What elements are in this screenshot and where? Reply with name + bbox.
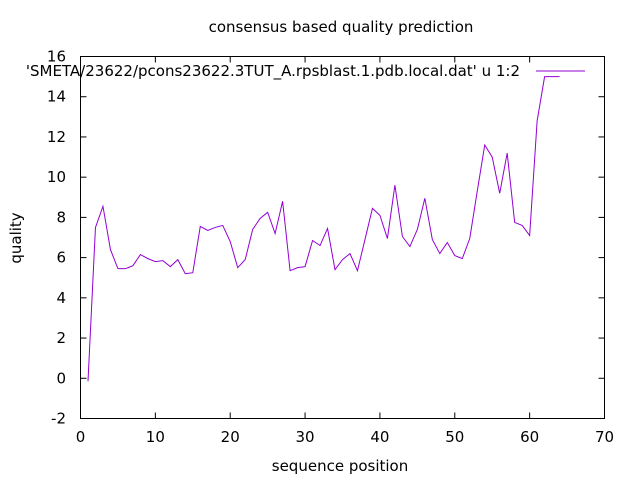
legend-label: 'SMETA/23622/pcons23622.3TUT_A.rpsblast.… bbox=[26, 62, 520, 81]
legend: 'SMETA/23622/pcons23622.3TUT_A.rpsblast.… bbox=[26, 62, 585, 81]
y-tick-label: 14 bbox=[47, 88, 66, 106]
x-axis: 0 10 20 30 40 50 60 70 bbox=[76, 56, 614, 446]
y-tick-label: 4 bbox=[56, 289, 66, 307]
x-tick-label: 60 bbox=[520, 428, 539, 446]
y-tick-label: 10 bbox=[47, 168, 66, 186]
y-tick-label: -2 bbox=[51, 410, 66, 428]
x-tick-label: 0 bbox=[76, 428, 86, 446]
y-tick-label: 2 bbox=[56, 329, 66, 347]
y-axis-label: quality bbox=[7, 212, 25, 263]
chart-title: consensus based quality prediction bbox=[209, 18, 474, 36]
series-group bbox=[87, 76, 560, 382]
plot-frame bbox=[80, 56, 605, 419]
y-tick-label: 0 bbox=[56, 369, 66, 387]
series-line bbox=[87, 76, 560, 382]
x-tick-label: 40 bbox=[370, 428, 389, 446]
x-tick-label: 30 bbox=[296, 428, 315, 446]
y-tick-label: 12 bbox=[47, 128, 66, 146]
x-tick-label: 10 bbox=[146, 428, 165, 446]
x-tick-label: 70 bbox=[595, 428, 614, 446]
x-tick-label: 20 bbox=[221, 428, 240, 446]
y-axis: -2 0 2 4 6 8 10 12 14 16 bbox=[47, 48, 605, 428]
y-tick-label: 16 bbox=[47, 48, 66, 66]
x-axis-label: sequence position bbox=[272, 457, 408, 475]
y-tick-label: 6 bbox=[56, 249, 66, 267]
x-tick-label: 50 bbox=[445, 428, 464, 446]
y-tick-label: 8 bbox=[56, 208, 66, 226]
